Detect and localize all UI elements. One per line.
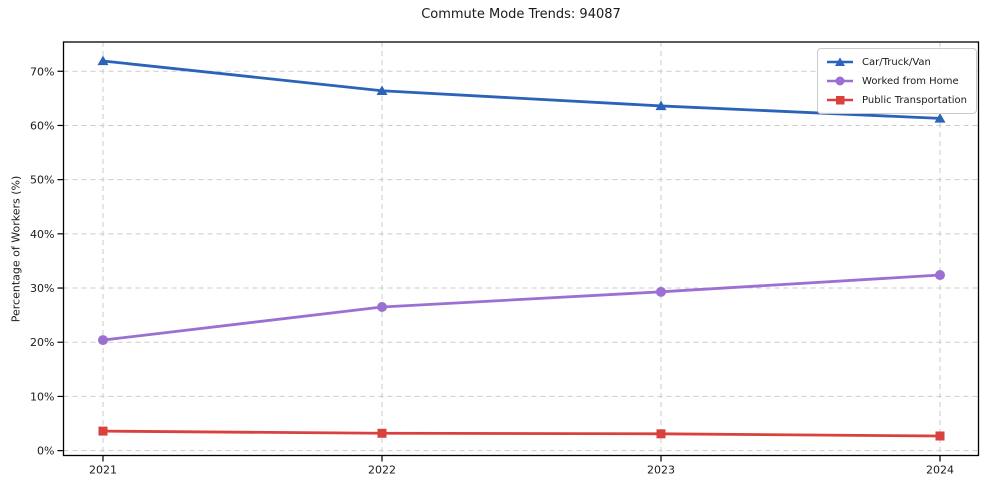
x-tick-label: 2023 [647, 464, 675, 477]
legend-square-icon [827, 96, 854, 105]
legend-triangle-up-icon [827, 57, 854, 66]
square-icon [377, 428, 387, 438]
y-tick-label: 10% [30, 390, 54, 403]
triangle-up-icon [934, 113, 946, 123]
triangle-up-icon [655, 100, 667, 111]
chart-title: Commute Mode Trends: 94087 [421, 7, 621, 22]
x-tick-label: 2024 [926, 464, 954, 477]
legend-label: Public Transportation [862, 94, 967, 106]
legend-item-public-transportation: Public Transportation [826, 92, 967, 108]
circle-icon [98, 335, 108, 346]
square-icon [935, 431, 945, 441]
circle-icon [377, 302, 387, 313]
legend-label: Car/Truck/Van [862, 56, 931, 68]
circle-icon [935, 270, 945, 281]
x-tick-label: 2022 [368, 464, 396, 477]
circle-icon [656, 286, 666, 297]
y-tick-label: 70% [30, 65, 54, 78]
plot-border [62, 41, 980, 457]
legend-label: Worked from Home [862, 75, 959, 87]
legend-circle-icon [827, 76, 854, 86]
y-tick-label: 40% [30, 228, 54, 241]
x-tick-label: 2021 [89, 464, 117, 477]
series-line-public-transportation [101, 429, 942, 438]
square-icon [98, 426, 108, 436]
y-tick-label: 30% [30, 282, 54, 295]
series-line-worked-from-home [101, 273, 942, 342]
legend-item-worked-from-home: Worked from Home [826, 73, 967, 89]
y-tick-label: 20% [30, 336, 54, 349]
legend-item-car-truck-van: Car/Truck/Van [826, 54, 967, 70]
legend: Car/Truck/Van Worked from Home Public Tran… [817, 48, 977, 114]
square-icon [656, 429, 666, 439]
y-tick-label: 0% [37, 445, 54, 458]
triangle-up-icon [376, 85, 388, 95]
y-tick-label: 60% [30, 119, 54, 132]
y-tick-label: 50% [30, 174, 54, 187]
series-line-car-truck-van [101, 59, 942, 120]
triangle-up-icon [97, 55, 109, 66]
